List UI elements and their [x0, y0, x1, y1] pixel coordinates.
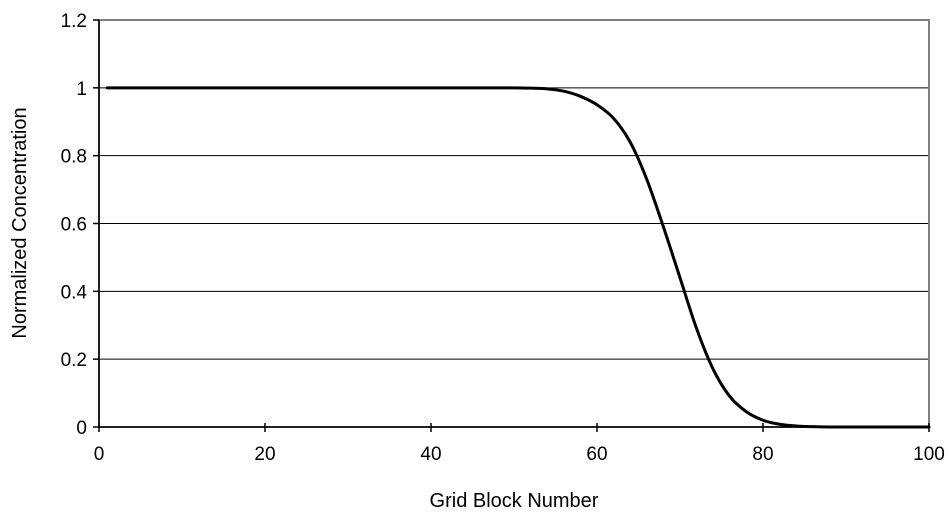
- series: [105, 86, 931, 429]
- y-tick-label-1.2: 1.2: [61, 11, 87, 32]
- y-tick-label-0.2: 0.2: [61, 350, 87, 371]
- y-tick-label-0.6: 0.6: [61, 215, 87, 236]
- x-tick-label-0: 0: [94, 444, 105, 465]
- y-axis-title: Normalized Concentration: [9, 107, 31, 338]
- tick-labels: 0 0.2 0.4 0.6 0.8 1 1.2 0 20 40 60 80 100: [61, 11, 945, 465]
- y-tick-label-0.8: 0.8: [61, 147, 87, 168]
- axes: [93, 19, 930, 432]
- x-tick-label-80: 80: [752, 444, 773, 465]
- series-line-0: [105, 86, 931, 429]
- x-tick-label-60: 60: [586, 444, 607, 465]
- x-tick-label-40: 40: [420, 444, 441, 465]
- x-tick-label-100: 100: [913, 444, 945, 465]
- x-tick-label-20: 20: [254, 444, 275, 465]
- y-tick-label-0.4: 0.4: [61, 282, 88, 303]
- gridlines: [99, 19, 929, 360]
- y-tick-label-0: 0: [76, 418, 87, 439]
- x-axis-title: Grid Block Number: [430, 490, 599, 512]
- y-tick-label-1: 1: [76, 79, 87, 100]
